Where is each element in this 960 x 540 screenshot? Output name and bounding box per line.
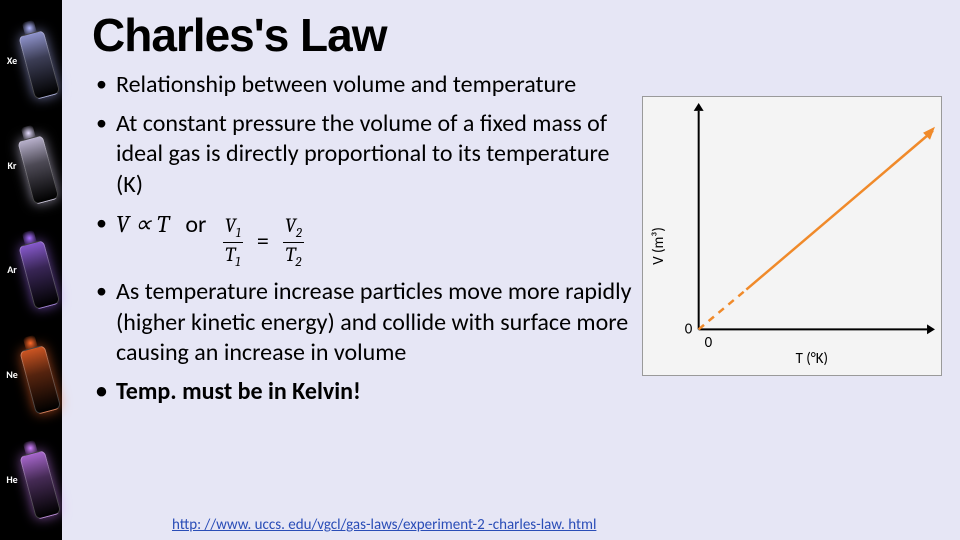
bottle-label: Xe	[7, 54, 17, 67]
bottle-ne: Ne	[6, 335, 56, 415]
bullet-1: At constant pressure the volume of a fix…	[92, 109, 632, 201]
bottle-label: Ne	[6, 368, 18, 381]
bottle-label: Ar	[7, 263, 17, 276]
bottle-kr: Kr	[8, 125, 55, 205]
equals: =	[257, 227, 269, 258]
fraction-v1t1: V1T1	[223, 216, 243, 269]
bullet-4: Temp. must be in Kelvin!	[92, 377, 632, 408]
bullet-2: V ∝ T or V1T1 = V2T2	[92, 209, 632, 269]
bullet-text: As temperature increase particles move m…	[116, 277, 632, 367]
slide-title: Charles's Law	[92, 8, 942, 62]
bullet-text: At constant pressure the volume of a fix…	[116, 109, 610, 199]
x-axis-label: T (°K)	[796, 349, 828, 367]
bottle-ar: Ar	[7, 230, 55, 310]
bottle-label: Kr	[8, 159, 17, 172]
x-origin-label: 0	[705, 333, 713, 351]
bottle-he: He	[6, 440, 55, 520]
data-line-dashed	[699, 290, 747, 330]
sidebar-gas-bottles: Xe Kr Ar Ne He	[0, 0, 62, 540]
bullet-text: Temp. must be in Kelvin!	[116, 377, 361, 406]
x-axis-arrow	[927, 324, 935, 334]
bottle-xe: Xe	[7, 20, 55, 100]
bottle-icon	[11, 122, 65, 208]
charles-law-chart: 00 V (m³) T (°K)	[642, 96, 942, 376]
bottle-icon	[12, 332, 66, 418]
data-line-solid	[746, 131, 933, 290]
formula-or: or	[185, 210, 206, 239]
bottle-icon	[11, 17, 65, 103]
source-link[interactable]: http: //www. uccs. edu/vgcl/gas-laws/exp…	[172, 516, 596, 534]
bullet-text: Relationship between volume and temperat…	[116, 70, 576, 99]
y-axis-label: V (m³)	[649, 227, 667, 265]
y-origin-label: 0	[685, 319, 693, 337]
bottle-icon	[11, 227, 65, 313]
formula-propto: V ∝ T	[116, 210, 169, 238]
bottle-icon	[12, 437, 66, 523]
fraction-v2t2: V2T2	[283, 216, 304, 269]
y-axis-arrow	[694, 103, 704, 111]
bullet-3: As temperature increase particles move m…	[92, 277, 632, 369]
bullet-0: Relationship between volume and temperat…	[92, 70, 632, 101]
slide-main: Charles's Law Relationship between volum…	[62, 0, 960, 540]
bottle-label: He	[6, 473, 17, 486]
bullet-list: Relationship between volume and temperat…	[92, 70, 632, 416]
